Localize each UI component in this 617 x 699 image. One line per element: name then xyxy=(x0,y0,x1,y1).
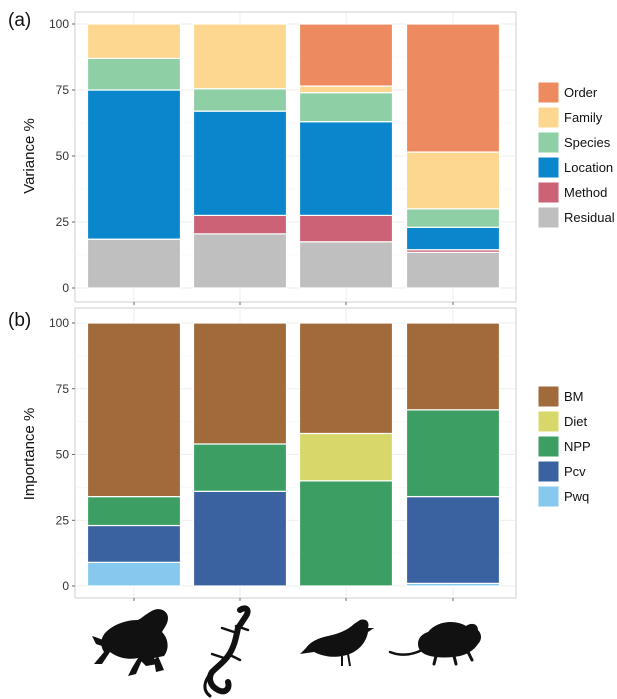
bar-segment-pcv-mouse xyxy=(405,495,501,584)
bar-segment-bm-mouse xyxy=(405,322,501,411)
bar-segment-location-lizard xyxy=(192,110,288,217)
bar-segment-location-mouse xyxy=(405,226,501,251)
y-axis-title: Variance % xyxy=(21,118,38,194)
legend-label-pwq: Pwq xyxy=(564,489,589,504)
legend-label-pcv: Pcv xyxy=(564,464,586,479)
animal-icons xyxy=(92,605,481,698)
lizard-icon xyxy=(203,605,251,698)
bar-segment-order-bird xyxy=(298,23,394,87)
legend-key-bm xyxy=(537,385,560,408)
bar-segment-npp-frog xyxy=(86,495,182,527)
legend-key-species xyxy=(537,131,560,154)
legend-key-method xyxy=(537,181,560,204)
bar-segment-species-frog xyxy=(86,57,182,91)
bar-segment-npp-mouse xyxy=(405,409,501,498)
legend-key-pcv xyxy=(537,460,560,483)
y-axis-title: Importance % xyxy=(21,408,38,501)
bar-segment-species-mouse xyxy=(405,208,501,228)
legend-label-species: Species xyxy=(564,135,611,150)
bar-segment-species-bird xyxy=(298,92,394,123)
bar-segment-order-mouse xyxy=(405,23,501,153)
bar-segment-bm-bird xyxy=(298,322,394,435)
bar-segment-pcv-frog xyxy=(86,524,182,563)
bar-segment-npp-bird xyxy=(298,480,394,587)
bar-segment-pwq-frog xyxy=(86,561,182,587)
legend-key-pwq xyxy=(537,485,560,508)
bar-segment-method-bird xyxy=(298,214,394,243)
y-tick-label: 25 xyxy=(56,513,70,527)
legend-label-location: Location xyxy=(564,160,613,175)
bar-segment-species-lizard xyxy=(192,88,288,112)
legend-label-family: Family xyxy=(564,110,603,125)
legend-key-order xyxy=(537,81,560,104)
bar-segment-bm-frog xyxy=(86,322,182,498)
panel-a: 0 25 50 75 100 (a) Variance % Order Family Specie… xyxy=(8,10,617,305)
bar-segment-location-frog xyxy=(86,89,182,240)
bar-segment-pcv-lizard xyxy=(192,490,288,587)
panel-letter: (b) xyxy=(8,310,31,331)
legend-label-method: Method xyxy=(564,185,607,200)
y-tick-label: 0 xyxy=(62,579,69,593)
y-tick-label: 25 xyxy=(56,215,70,229)
legend-label-order: Order xyxy=(564,85,598,100)
y-tick-label: 0 xyxy=(62,281,69,295)
legend-label-bm: BM xyxy=(564,389,584,404)
bar-segment-family-lizard xyxy=(192,23,288,90)
bar-segment-residual-mouse xyxy=(405,251,501,289)
panel-letter: (a) xyxy=(8,10,31,31)
bar-segment-family-bird xyxy=(298,85,394,94)
legend-key-residual xyxy=(537,206,560,229)
bar-segment-diet-bird xyxy=(298,432,394,482)
legend-key-family xyxy=(537,106,560,129)
y-tick-label: 100 xyxy=(49,17,69,31)
y-tick-label: 50 xyxy=(56,448,70,462)
bar-segment-method-lizard xyxy=(192,214,288,235)
legend-label-diet: Diet xyxy=(564,414,588,429)
bar-segment-residual-bird xyxy=(298,241,394,289)
panel-b: 0 25 50 75 100 (b) Importance % BM Diet NPP Pcv Pwq xyxy=(8,307,603,601)
y-tick-label: 75 xyxy=(56,83,70,97)
legend-key-npp xyxy=(537,435,560,458)
bar-segment-family-frog xyxy=(86,23,182,59)
bar-segment-family-mouse xyxy=(405,151,501,210)
bar-segment-bm-lizard xyxy=(192,322,288,445)
y-tick-label: 50 xyxy=(56,149,70,163)
bar-segment-location-bird xyxy=(298,121,394,217)
frog-icon xyxy=(92,609,168,676)
y-tick-label: 75 xyxy=(56,382,70,396)
legend-label-residual: Residual xyxy=(564,210,615,225)
bar-segment-npp-lizard xyxy=(192,443,288,492)
legend-label-npp: NPP xyxy=(564,439,591,454)
legend-key-location xyxy=(537,156,560,179)
legend-key-diet xyxy=(537,410,560,433)
bar-segment-residual-frog xyxy=(86,238,182,289)
bird-icon xyxy=(300,619,374,667)
y-tick-label: 100 xyxy=(49,316,69,330)
mouse-icon xyxy=(388,622,481,666)
legend: BM Diet NPP Pcv Pwq xyxy=(535,382,603,520)
bar-segment-residual-lizard xyxy=(192,233,288,289)
legend: Order Family Species Location Method Residual xyxy=(535,78,617,266)
